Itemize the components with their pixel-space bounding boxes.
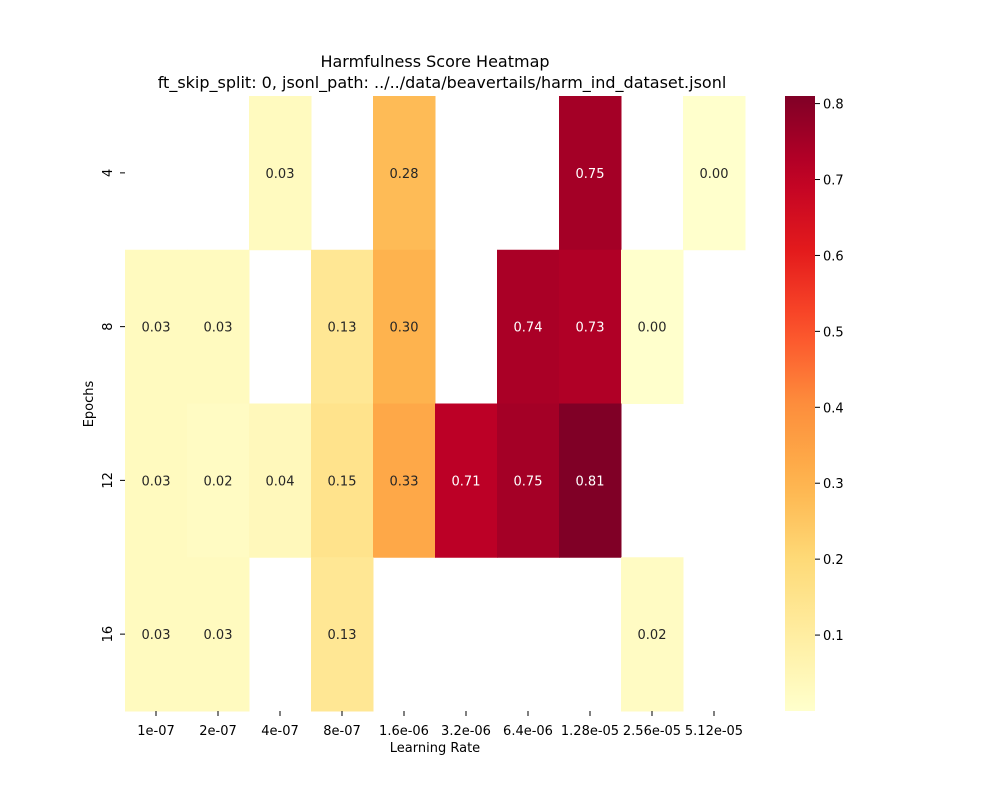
heatmap-cell: [187, 403, 250, 558]
y-axis-ticks: 4 8 12 16: [101, 169, 125, 643]
heatmap-cell: [683, 96, 746, 251]
x-tick-label: 3.2e-06: [441, 724, 491, 739]
heatmap-cell-value: 0.03: [142, 321, 171, 336]
x-tick-label: 4e-07: [261, 724, 299, 739]
heatmap-cell: [187, 557, 250, 712]
heatmap-cell-value: 0.15: [328, 474, 357, 489]
heatmap-cell: [311, 403, 374, 558]
colorbar-tick-label: 0.3: [823, 477, 844, 492]
heatmap-cell: [311, 557, 374, 712]
heatmap-cell-labels: 0.03 0.28 0.75 0.00 0.03 0.03 0.13 0.30 0.74 0.73…: [142, 167, 729, 643]
heatmap-cell-value: 0.13: [328, 628, 357, 643]
heatmap-cell-value: 0.02: [638, 628, 667, 643]
heatmap-cell: [559, 403, 622, 558]
heatmap-cell: [373, 249, 436, 404]
heatmap-cell-value: 0.03: [266, 167, 295, 182]
heatmap-cell: [621, 557, 684, 712]
heatmap-cell: [559, 96, 622, 251]
heatmap-cell-value: 0.33: [390, 474, 419, 489]
heatmap-cell: [621, 249, 684, 404]
heatmap-cell-value: 0.03: [204, 628, 233, 643]
colorbar-tick-label: 0.5: [823, 325, 844, 340]
y-tick-label: 16: [101, 626, 116, 643]
y-axis-label: Epochs: [82, 380, 97, 427]
x-tick-label: 6.4e-06: [503, 724, 553, 739]
x-tick-label: 1.28e-05: [561, 724, 619, 739]
colorbar-tick-label: 0.2: [823, 553, 844, 568]
heatmap-cell: [249, 96, 312, 251]
x-axis-ticks: 1e-07 2e-07 4e-07 8e-07 1.6e-06 3.2e-06 6.4e-0…: [137, 711, 743, 739]
heatmap-cell: [311, 249, 374, 404]
colorbar-ticks: 0.1 0.2 0.3 0.4 0.5 0.6 0.7 0.8: [815, 98, 844, 644]
x-tick-label: 1.6e-06: [379, 724, 429, 739]
heatmap-cell: [497, 249, 560, 404]
heatmap-cell-value: 0.13: [328, 321, 357, 336]
heatmap-cell-value: 0.74: [514, 321, 543, 336]
heatmap-cell-value: 0.71: [452, 474, 481, 489]
heatmap-cell: [373, 403, 436, 558]
x-tick-label: 5.12e-05: [685, 724, 743, 739]
chart-title: Harmfulness Score Heatmap: [320, 52, 549, 71]
heatmap-cell-value: 0.03: [204, 321, 233, 336]
heatmap-cell: [497, 403, 560, 558]
heatmap-cell-value: 0.03: [142, 474, 171, 489]
colorbar-tick-label: 0.7: [823, 174, 844, 189]
x-axis-label: Learning Rate: [390, 741, 480, 756]
heatmap-cell-value: 0.00: [700, 167, 729, 182]
heatmap-cell-value: 0.28: [390, 167, 419, 182]
heatmap-cell-value: 0.30: [390, 321, 419, 336]
colorbar-tick-label: 0.1: [823, 629, 844, 644]
heatmap-cell-value: 0.00: [638, 321, 667, 336]
heatmap-cell-value: 0.03: [142, 628, 171, 643]
heatmap-cell-value: 0.81: [576, 474, 605, 489]
colorbar-tick-label: 0.4: [823, 401, 844, 416]
heatmap-cell-value: 0.75: [576, 167, 605, 182]
heatmap-cell: [435, 403, 498, 558]
y-tick-label: 4: [101, 169, 116, 177]
heatmap-cell: [125, 557, 188, 712]
heatmap-cells: [125, 96, 746, 712]
heatmap-cell-value: 0.04: [266, 474, 295, 489]
x-tick-label: 1e-07: [137, 724, 175, 739]
heatmap-cell-value: 0.73: [576, 321, 605, 336]
heatmap-cell-value: 0.02: [204, 474, 233, 489]
heatmap-cell: [125, 249, 188, 404]
y-tick-label: 12: [101, 472, 116, 489]
heatmap-cell: [187, 249, 250, 404]
x-tick-label: 2e-07: [199, 724, 237, 739]
colorbar-tick-label: 0.6: [823, 249, 844, 264]
heatmap-cell: [559, 249, 622, 404]
colorbar: [785, 96, 815, 711]
heatmap-cell: [249, 403, 312, 558]
x-tick-label: 2.56e-05: [623, 724, 681, 739]
y-tick-label: 8: [101, 322, 116, 330]
heatmap-cell: [125, 403, 188, 558]
x-tick-label: 8e-07: [323, 724, 361, 739]
chart-subtitle: ft_skip_split: 0, jsonl_path: ../../data…: [158, 73, 727, 93]
heatmap-cell-value: 0.75: [514, 474, 543, 489]
heatmap-cell: [373, 96, 436, 251]
colorbar-tick-label: 0.8: [823, 98, 844, 113]
